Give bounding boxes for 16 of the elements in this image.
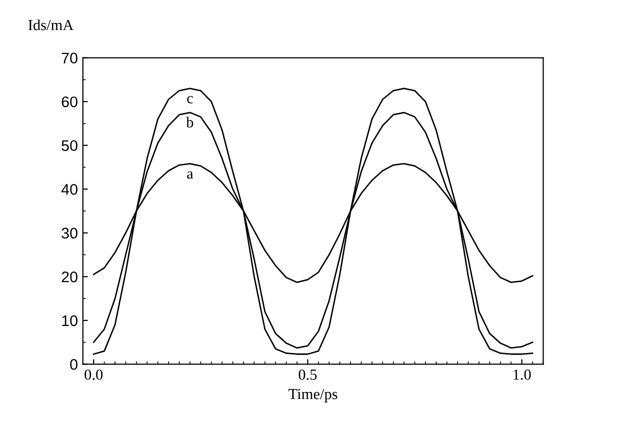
y-tick-label: 60 xyxy=(62,96,78,108)
y-tick-label: 70 xyxy=(62,52,78,64)
y-tick-label: 10 xyxy=(62,315,78,326)
y-tick-label: 20 xyxy=(62,272,78,282)
x-axis-title: Time/ps xyxy=(288,388,338,402)
y-tick-label: 40 xyxy=(61,184,78,195)
x-tick-label: 0.5 xyxy=(298,369,317,380)
y-tick-label: 30 xyxy=(62,228,78,239)
x-tick-label: 1.0 xyxy=(514,369,531,380)
x-tick-label: 0.0 xyxy=(84,369,103,380)
y-tick-label: 0 xyxy=(70,359,78,370)
series-label: c xyxy=(187,96,193,104)
series-label: b xyxy=(186,116,194,128)
y-axis-title: Ids/mA xyxy=(28,19,74,30)
y-tick-label: 50 xyxy=(62,140,78,152)
series-label: a xyxy=(187,171,194,179)
